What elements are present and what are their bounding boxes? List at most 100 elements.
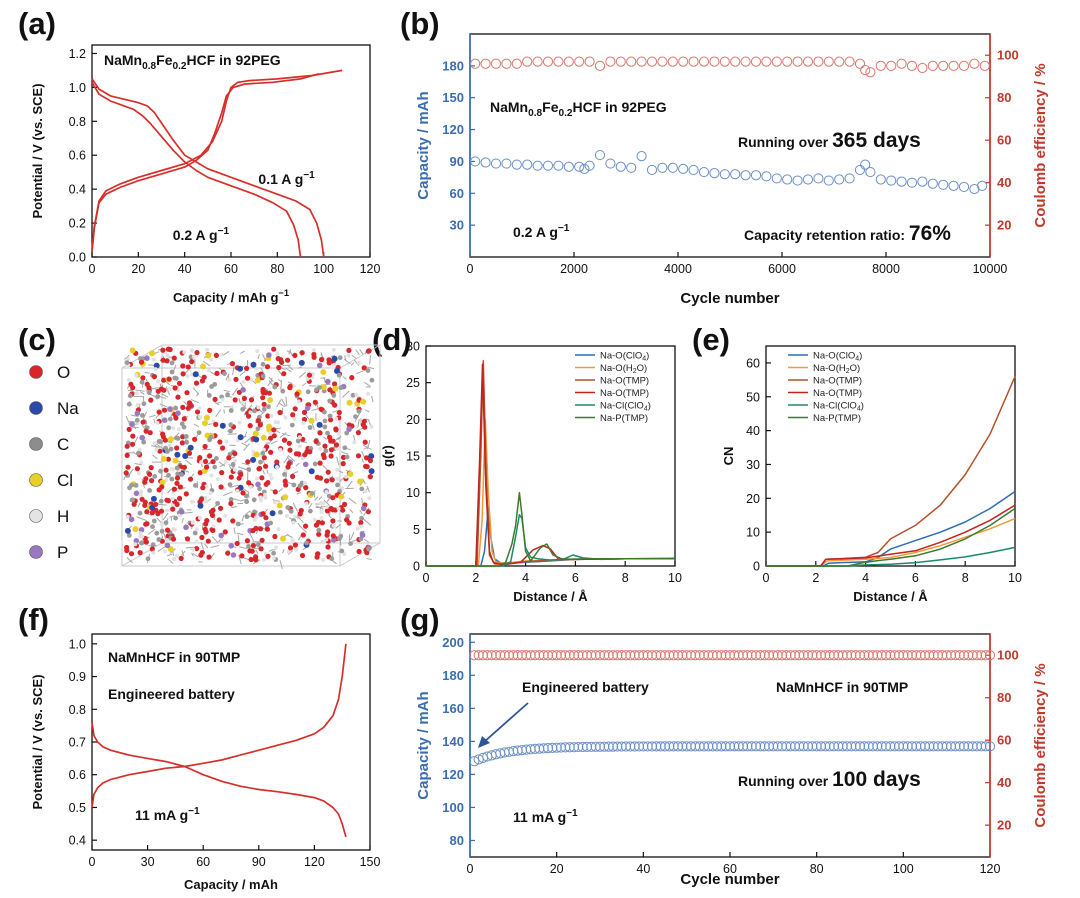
atom: [166, 376, 172, 382]
bond: [278, 369, 282, 375]
capacity-point: [859, 741, 870, 752]
panel-f-title: NaMnHCF in 90TMP: [108, 649, 240, 665]
legend-label: Na-O(H2O): [600, 363, 647, 375]
bond: [323, 436, 328, 440]
atom: [123, 470, 129, 476]
x-tick-label: 80: [810, 862, 824, 876]
bond: [231, 387, 239, 396]
bond: [190, 398, 199, 404]
legend-label: Na-P(TMP): [813, 413, 861, 424]
atom: [228, 543, 234, 549]
capacity-point: [915, 741, 926, 752]
atom: [167, 416, 173, 422]
efficiency-point: [616, 650, 627, 661]
atom: [124, 360, 130, 365]
bond: [204, 543, 209, 549]
bond: [210, 544, 220, 548]
x-tick-label: 30: [141, 855, 155, 869]
bond: [241, 442, 248, 447]
capacity-point: [685, 741, 697, 752]
atom: [324, 505, 329, 509]
capacity-point: [555, 742, 567, 753]
panel-label-c: (c): [18, 322, 56, 357]
atom: [331, 393, 337, 398]
y-tick-label: 0.4: [69, 183, 86, 197]
atom: [160, 455, 167, 462]
capacity-point: [529, 743, 541, 755]
atom: [369, 424, 374, 429]
capacity-point: [688, 164, 699, 176]
bond: [241, 515, 245, 522]
atom: [167, 546, 174, 553]
capacity-point: [863, 741, 874, 752]
y-tick-label: 30: [450, 218, 464, 233]
x-tick-label: 2: [812, 571, 819, 585]
rdf-series-line: [766, 490, 1016, 567]
atom: [298, 359, 305, 366]
atom: [340, 486, 345, 491]
capacity-point: [919, 741, 931, 752]
atom: [246, 480, 252, 486]
atom: [347, 471, 354, 477]
efficiency-point: [886, 60, 897, 71]
efficiency-point: [707, 650, 718, 661]
bond: [350, 362, 355, 366]
efficiency-point: [603, 650, 614, 661]
efficiency-point: [885, 650, 896, 661]
atom: [265, 480, 271, 486]
atom: [266, 423, 273, 430]
capacity-point: [707, 741, 718, 752]
bond: [222, 351, 230, 357]
bond: [346, 480, 353, 489]
efficiency-point: [499, 650, 510, 661]
bond: [223, 409, 225, 414]
efficiency-point: [865, 67, 876, 78]
atom: [237, 420, 242, 425]
atom: [220, 397, 225, 402]
bond: [233, 527, 236, 535]
atom: [176, 427, 181, 432]
bond: [268, 380, 274, 387]
bond: [183, 511, 193, 514]
atom: [328, 453, 334, 459]
capacity-point: [945, 741, 957, 752]
bond: [136, 516, 147, 521]
y-tick-label: 0.8: [69, 115, 86, 129]
bond: [170, 516, 173, 521]
atom: [126, 378, 131, 383]
capacity-point: [607, 741, 619, 752]
atom: [141, 401, 147, 407]
atom: [178, 509, 185, 515]
atom: [167, 387, 172, 392]
atom: [165, 527, 171, 533]
atom: [165, 346, 171, 352]
atom: [203, 529, 209, 535]
capacity-point: [977, 180, 988, 191]
capacity-point: [746, 741, 757, 752]
atom: [368, 468, 375, 475]
atom: [278, 509, 283, 515]
atom: [160, 347, 166, 353]
capacity-point: [694, 741, 705, 752]
atom: [203, 521, 209, 527]
efficiency-point: [651, 650, 662, 661]
x-tick-label: 20: [131, 262, 145, 276]
atom: [190, 520, 195, 525]
atom: [336, 372, 342, 378]
x-tick-label: 60: [196, 855, 210, 869]
rate-annotation: 0.2 A g−1: [513, 223, 570, 240]
atom: [325, 544, 331, 550]
bond: [244, 431, 248, 438]
bond: [371, 395, 374, 403]
atom: [174, 480, 180, 486]
bond: [153, 418, 156, 424]
efficiency-point: [792, 56, 803, 67]
efficiency-point: [837, 650, 848, 661]
bond: [275, 427, 282, 430]
atom: [271, 346, 277, 352]
atom: [192, 436, 198, 442]
atom: [127, 393, 133, 399]
atom: [307, 449, 313, 455]
efficiency-point: [802, 650, 814, 661]
atom: [358, 520, 364, 526]
